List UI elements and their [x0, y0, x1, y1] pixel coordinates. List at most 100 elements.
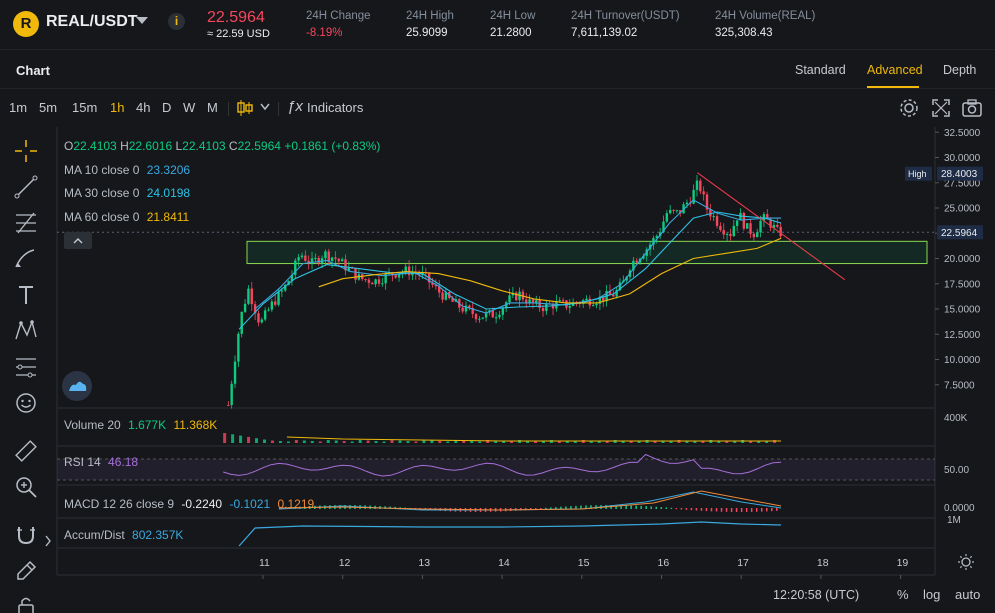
lock-icon[interactable]: [12, 593, 40, 613]
macd-histogram-bar: [635, 505, 637, 509]
ma-value: 24.0198: [146, 186, 191, 200]
candle-body: [250, 288, 253, 305]
time-tick-label: 15: [578, 557, 590, 569]
text-tool-icon[interactable]: [12, 281, 40, 309]
timeframe-w[interactable]: W: [183, 100, 196, 115]
pair-selector[interactable]: REAL/USDT: [46, 13, 138, 30]
volume-ma-line: [286, 436, 782, 442]
chart-title: Chart: [16, 63, 50, 78]
volume-bar: [549, 440, 553, 443]
volume-bar: [518, 440, 522, 443]
time-tick-label: 19: [897, 557, 909, 569]
timeframe-1m[interactable]: 1m: [9, 100, 28, 115]
ohlc-low: 22.4103: [182, 139, 226, 153]
candle-body: [535, 300, 538, 304]
chart-toolbar: 1m 5m 15m 1h 4h D W M ƒx Indicators: [0, 90, 995, 126]
magnet-icon[interactable]: [12, 521, 40, 549]
timeframe-4h[interactable]: 4h: [136, 100, 151, 115]
rsi-tick-label: 50.00: [944, 465, 969, 476]
stat-value: 21.2800: [490, 27, 532, 39]
accum-dist-line: [238, 521, 782, 547]
fullscreen-icon[interactable]: [931, 98, 951, 118]
tab-depth[interactable]: Depth: [943, 63, 977, 77]
percent-scale-toggle[interactable]: %: [897, 587, 909, 602]
candle-body: [260, 319, 264, 323]
collapse-legend-button[interactable]: [64, 232, 92, 249]
tab-advanced[interactable]: Advanced: [867, 63, 923, 77]
rsi-value: 46.18: [108, 455, 139, 469]
volume-bar: [342, 441, 346, 443]
auto-scale-toggle[interactable]: auto: [955, 587, 981, 602]
zoom-in-icon[interactable]: [12, 473, 40, 501]
indicators-button[interactable]: Indicators: [307, 100, 364, 115]
fx-icon[interactable]: ƒx: [287, 98, 303, 115]
trend-line: [697, 172, 846, 281]
last-price: 22.5964: [207, 9, 265, 26]
candle-body: [300, 255, 304, 258]
macd-histogram-bar: [665, 507, 668, 509]
brush-icon[interactable]: [12, 245, 40, 273]
measure-tool-icon[interactable]: [12, 353, 40, 381]
candle-body: [545, 303, 548, 312]
candle-body: [233, 361, 237, 384]
candle-body: [612, 294, 615, 297]
time-tick-label: 16: [658, 557, 670, 569]
trend-line-icon[interactable]: [12, 173, 40, 201]
crosshair-icon[interactable]: [12, 137, 40, 165]
info-icon[interactable]: i: [168, 13, 185, 30]
candle-body: [501, 307, 505, 315]
gear-icon[interactable]: [898, 97, 920, 119]
ma30-legend[interactable]: MA 30 close 0 24.0198: [64, 186, 190, 200]
candle-body: [558, 300, 561, 302]
macd-histogram-bar: [555, 507, 557, 509]
timeframe-5m[interactable]: 5m: [39, 100, 58, 115]
pattern-tool-icon[interactable]: [12, 317, 40, 345]
chevron-right-icon[interactable]: [44, 535, 52, 547]
camera-icon[interactable]: [961, 98, 983, 118]
timeframe-m[interactable]: M: [207, 100, 218, 115]
candle-body: [280, 290, 284, 292]
pencil-icon[interactable]: [12, 557, 40, 585]
ma60-legend[interactable]: MA 60 close 0 21.8411: [64, 210, 189, 224]
stat-label: 24H Change: [306, 10, 371, 22]
candle-body: [662, 221, 665, 233]
accum-label: Accum/Dist: [64, 528, 125, 542]
candle-body: [441, 292, 444, 300]
volume-bar: [533, 441, 537, 443]
sun-icon[interactable]: [957, 553, 975, 571]
stat-label: 24H Volume(REAL): [715, 10, 816, 22]
timeframe-15m[interactable]: 15m: [72, 100, 98, 115]
macd-histogram-bar: [710, 508, 713, 512]
ma10-legend[interactable]: MA 10 close 0 23.3206: [64, 163, 190, 177]
fib-tool-icon[interactable]: [12, 209, 40, 237]
volume-bar: [438, 441, 442, 443]
candle-body: [444, 292, 448, 300]
chevron-down-icon[interactable]: [260, 103, 270, 111]
emoji-icon[interactable]: [12, 389, 40, 417]
tab-standard[interactable]: Standard: [795, 63, 846, 77]
candle-type-icon[interactable]: [236, 98, 254, 118]
candle-body: [471, 307, 474, 315]
volume-bar: [526, 440, 530, 443]
candle-body: [665, 213, 669, 222]
log-scale-toggle[interactable]: log: [923, 587, 941, 602]
timeframe-d[interactable]: D: [162, 100, 172, 115]
chevron-down-icon[interactable]: [136, 17, 148, 24]
utc-clock[interactable]: 12:20:58 (UTC): [773, 588, 860, 602]
timeframe-1h[interactable]: 1h: [110, 100, 125, 115]
volume-bar: [661, 441, 665, 443]
candle-body: [307, 260, 310, 264]
macd-histogram-bar: [585, 505, 587, 509]
toolbar-divider: [228, 102, 229, 116]
ruler-icon[interactable]: [12, 437, 40, 465]
volume-bar: [557, 440, 561, 443]
candle-body: [330, 257, 334, 261]
candle-body: [478, 318, 481, 320]
candle-body: [451, 298, 454, 302]
support-zone-rect: [246, 240, 928, 265]
rsi-band: [57, 459, 935, 480]
price-tick-label: 12.5000: [944, 330, 981, 341]
price-tick-label: 20.0000: [944, 254, 981, 265]
volume-bar: [613, 440, 617, 443]
